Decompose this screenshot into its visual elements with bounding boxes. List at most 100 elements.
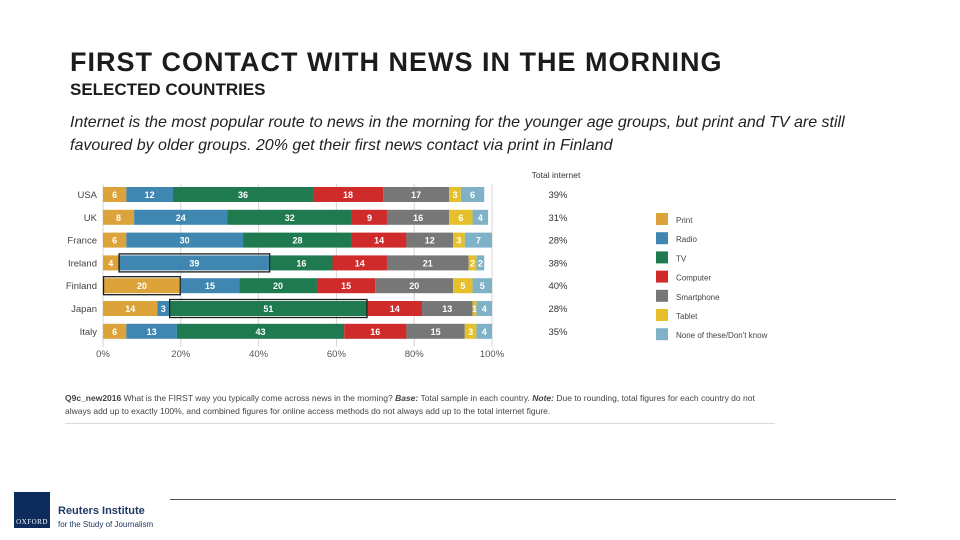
footnote-note-label: Note:	[532, 393, 554, 403]
footer-divider	[170, 499, 896, 500]
footnote-base-text: Total sample in each country.	[418, 393, 533, 403]
legend-swatch	[656, 213, 668, 225]
bar-segment	[406, 323, 465, 339]
legend-label: TV	[676, 254, 687, 263]
data-label: 18	[343, 190, 353, 200]
bar-segment	[126, 323, 177, 339]
bar-segment	[157, 301, 170, 316]
data-label: 6	[112, 327, 117, 337]
x-tick-label: 60%	[327, 349, 347, 360]
bar-segment	[449, 209, 473, 225]
bar-segment	[464, 323, 477, 339]
highlight-box	[118, 253, 271, 273]
page-title: FIRST CONTACT WITH NEWS IN THE MORNING	[70, 47, 723, 77]
data-label: 6	[112, 236, 117, 246]
data-label: 12	[145, 190, 155, 200]
bar-segment	[476, 323, 492, 339]
bar-segment	[126, 187, 174, 202]
data-label: 30	[180, 236, 190, 246]
data-label: 51	[263, 304, 273, 314]
footnote-question-id: Q9c_new2016	[65, 393, 122, 403]
data-label: 36	[238, 190, 248, 200]
bar-segment	[449, 187, 461, 202]
bar-segment	[180, 278, 240, 294]
data-label: 14	[374, 236, 384, 246]
data-label: 4	[482, 327, 487, 337]
data-label: 4	[478, 213, 483, 223]
data-label: 20	[273, 281, 283, 291]
bar-segment	[103, 187, 127, 202]
data-label: 5	[480, 281, 485, 291]
bar-segment	[103, 278, 181, 294]
data-label: 14	[355, 258, 365, 268]
bar-segment	[367, 301, 422, 316]
footnote-divider	[65, 423, 775, 424]
total-internet-header: Total internet	[532, 170, 581, 180]
category-label: France	[67, 236, 97, 247]
category-label: Italy	[80, 327, 98, 338]
data-label: 13	[442, 304, 452, 314]
data-label: 6	[112, 190, 117, 200]
data-label: 15	[205, 281, 215, 291]
bar-segment	[169, 301, 368, 316]
bar-segment	[332, 255, 387, 271]
footnote-base-label: Base:	[395, 393, 419, 403]
x-tick-label: 0%	[96, 349, 110, 360]
legend-label: Smartphone	[676, 293, 720, 302]
bar-segment	[243, 232, 352, 248]
legend-label: Print	[676, 216, 693, 225]
data-label: 1	[472, 304, 477, 314]
bar-segment	[460, 187, 485, 202]
x-tick-label: 100%	[480, 349, 505, 360]
total-internet-value: 40%	[548, 281, 568, 292]
highlight-box	[168, 298, 368, 319]
data-label: 28	[292, 236, 302, 246]
total-internet-value: 39%	[548, 190, 568, 201]
footnote: Q9c_new2016 What is the FIRST way you ty…	[65, 392, 775, 418]
data-label: 16	[296, 258, 306, 268]
data-label: 14	[390, 304, 400, 314]
x-tick-label: 80%	[405, 349, 425, 360]
total-internet-value: 35%	[548, 327, 568, 338]
data-label: 2	[470, 258, 475, 268]
total-internet-value: 38%	[548, 258, 568, 269]
oxford-logo	[14, 492, 50, 528]
data-label: 32	[285, 213, 295, 223]
bar-segment	[386, 209, 450, 225]
legend-label: Radio	[676, 235, 697, 244]
x-tick-label: 20%	[171, 349, 191, 360]
bar-segment	[468, 255, 477, 271]
bar-segment	[134, 209, 228, 225]
total-internet-value: 31%	[548, 213, 568, 224]
total-internet-value: 28%	[548, 304, 568, 315]
bar-segment	[406, 232, 454, 248]
data-label: 7	[476, 236, 481, 246]
bar-segment	[351, 232, 407, 248]
category-label: Japan	[71, 304, 97, 315]
bar-segment	[239, 278, 317, 294]
data-label: 20	[409, 281, 419, 291]
bar-segment	[316, 278, 376, 294]
bar-segment	[270, 255, 333, 271]
footnote-note-text: Due to rounding, total figures for each …	[65, 393, 755, 416]
data-label: 5	[460, 281, 465, 291]
total-internet-value: 28%	[548, 236, 568, 247]
data-label: 24	[176, 213, 186, 223]
bar-segment	[383, 187, 450, 202]
data-label: 14	[125, 304, 135, 314]
bar-segment	[173, 187, 314, 202]
bar-segment	[375, 278, 454, 294]
org-name: Reuters Institute	[58, 505, 145, 517]
data-label: 9	[367, 213, 372, 223]
bar-segment	[103, 255, 119, 271]
data-label: 17	[411, 190, 421, 200]
data-label: 43	[256, 327, 266, 337]
data-label: 16	[370, 327, 380, 337]
data-label: 16	[413, 213, 423, 223]
bar-segment	[453, 278, 473, 294]
bar-segment	[472, 209, 489, 225]
data-label: 12	[425, 236, 435, 246]
data-label: 2	[478, 258, 483, 268]
data-label: 21	[423, 258, 433, 268]
bar-segment	[126, 232, 244, 248]
